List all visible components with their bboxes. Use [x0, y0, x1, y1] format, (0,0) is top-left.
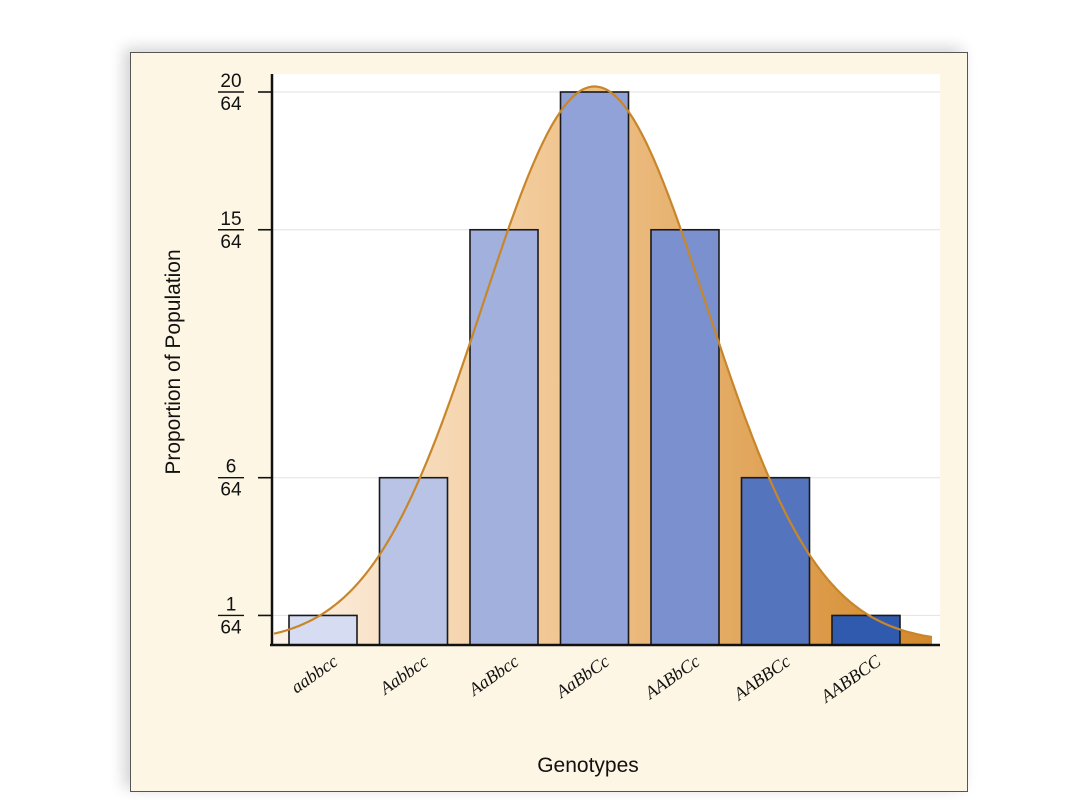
bar-AABBCC	[831, 614, 901, 646]
bar-AaBbCc	[559, 91, 630, 646]
y-tick-numerator-0: 1	[226, 594, 237, 615]
y-tick-denominator-1: 64	[220, 480, 242, 501]
x-tick-label-AABbCc: AABbCc	[640, 651, 703, 704]
y-tick-numerator-2: 15	[220, 209, 241, 230]
x-tick-label-Aabbcc: Aabbcc	[375, 651, 432, 699]
y-tick-denominator-3: 64	[220, 94, 242, 115]
x-tick-label-AaBbCc: AaBbCc	[551, 651, 612, 702]
x-axis-ticks: aabbcc Aabbcc AaBbcc AaBbCc AABbCc AABBCc AABB…	[287, 650, 885, 707]
y-tick-denominator-0: 64	[220, 617, 242, 638]
x-axis-title: Genotypes	[537, 754, 639, 777]
bar-AABbCc	[650, 228, 720, 646]
y-tick-numerator-3: 20	[220, 71, 241, 92]
bars	[288, 91, 901, 646]
y-tick-numerator-1: 6	[226, 457, 237, 478]
x-tick-label-AaBbcc: AaBbcc	[464, 651, 522, 700]
x-tick-label-AABBCC: AABBCC	[816, 650, 885, 707]
distribution-curve-line	[273, 85, 933, 639]
bar-AABBCc	[740, 476, 811, 646]
y-axis-title: Proportion of Population	[162, 249, 185, 474]
y-tick-denominator-2: 64	[220, 232, 242, 253]
bar-AaBbcc	[469, 228, 539, 646]
x-tick-label-AABBCc: AABBCc	[729, 651, 794, 705]
bar-aabbcc	[288, 614, 358, 646]
x-tick-label-aabbcc: aabbcc	[287, 651, 341, 697]
bar-Aabbcc	[378, 476, 449, 646]
